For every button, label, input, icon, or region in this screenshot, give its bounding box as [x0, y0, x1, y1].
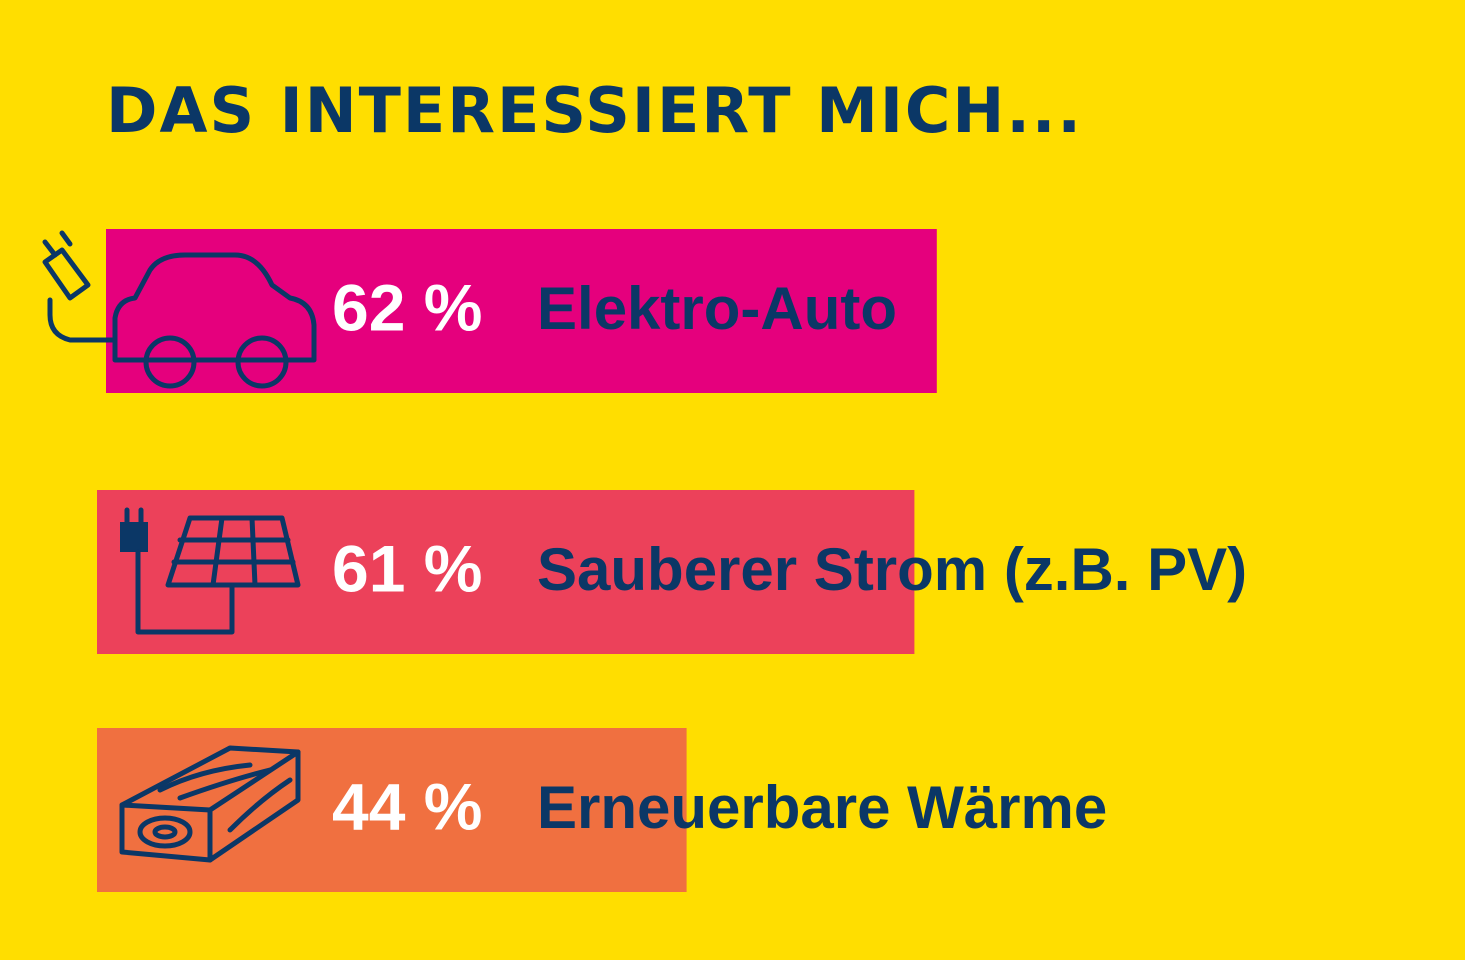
category-label: Elektro-Auto — [537, 275, 897, 342]
value-label: 61 % — [332, 531, 482, 605]
plug — [120, 522, 148, 552]
value-label: 62 % — [332, 270, 482, 344]
car-icon — [42, 230, 317, 389]
wood-icon — [119, 745, 301, 863]
chart-title: DAS INTERESSIERT MICH... — [106, 74, 1083, 147]
value-label: 44 % — [332, 769, 482, 843]
category-label: Erneuerbare Wärme — [537, 774, 1107, 841]
category-label: Sauberer Strom (z.B. PV) — [537, 536, 1247, 603]
icons — [42, 230, 317, 863]
solar-icon — [120, 507, 301, 635]
